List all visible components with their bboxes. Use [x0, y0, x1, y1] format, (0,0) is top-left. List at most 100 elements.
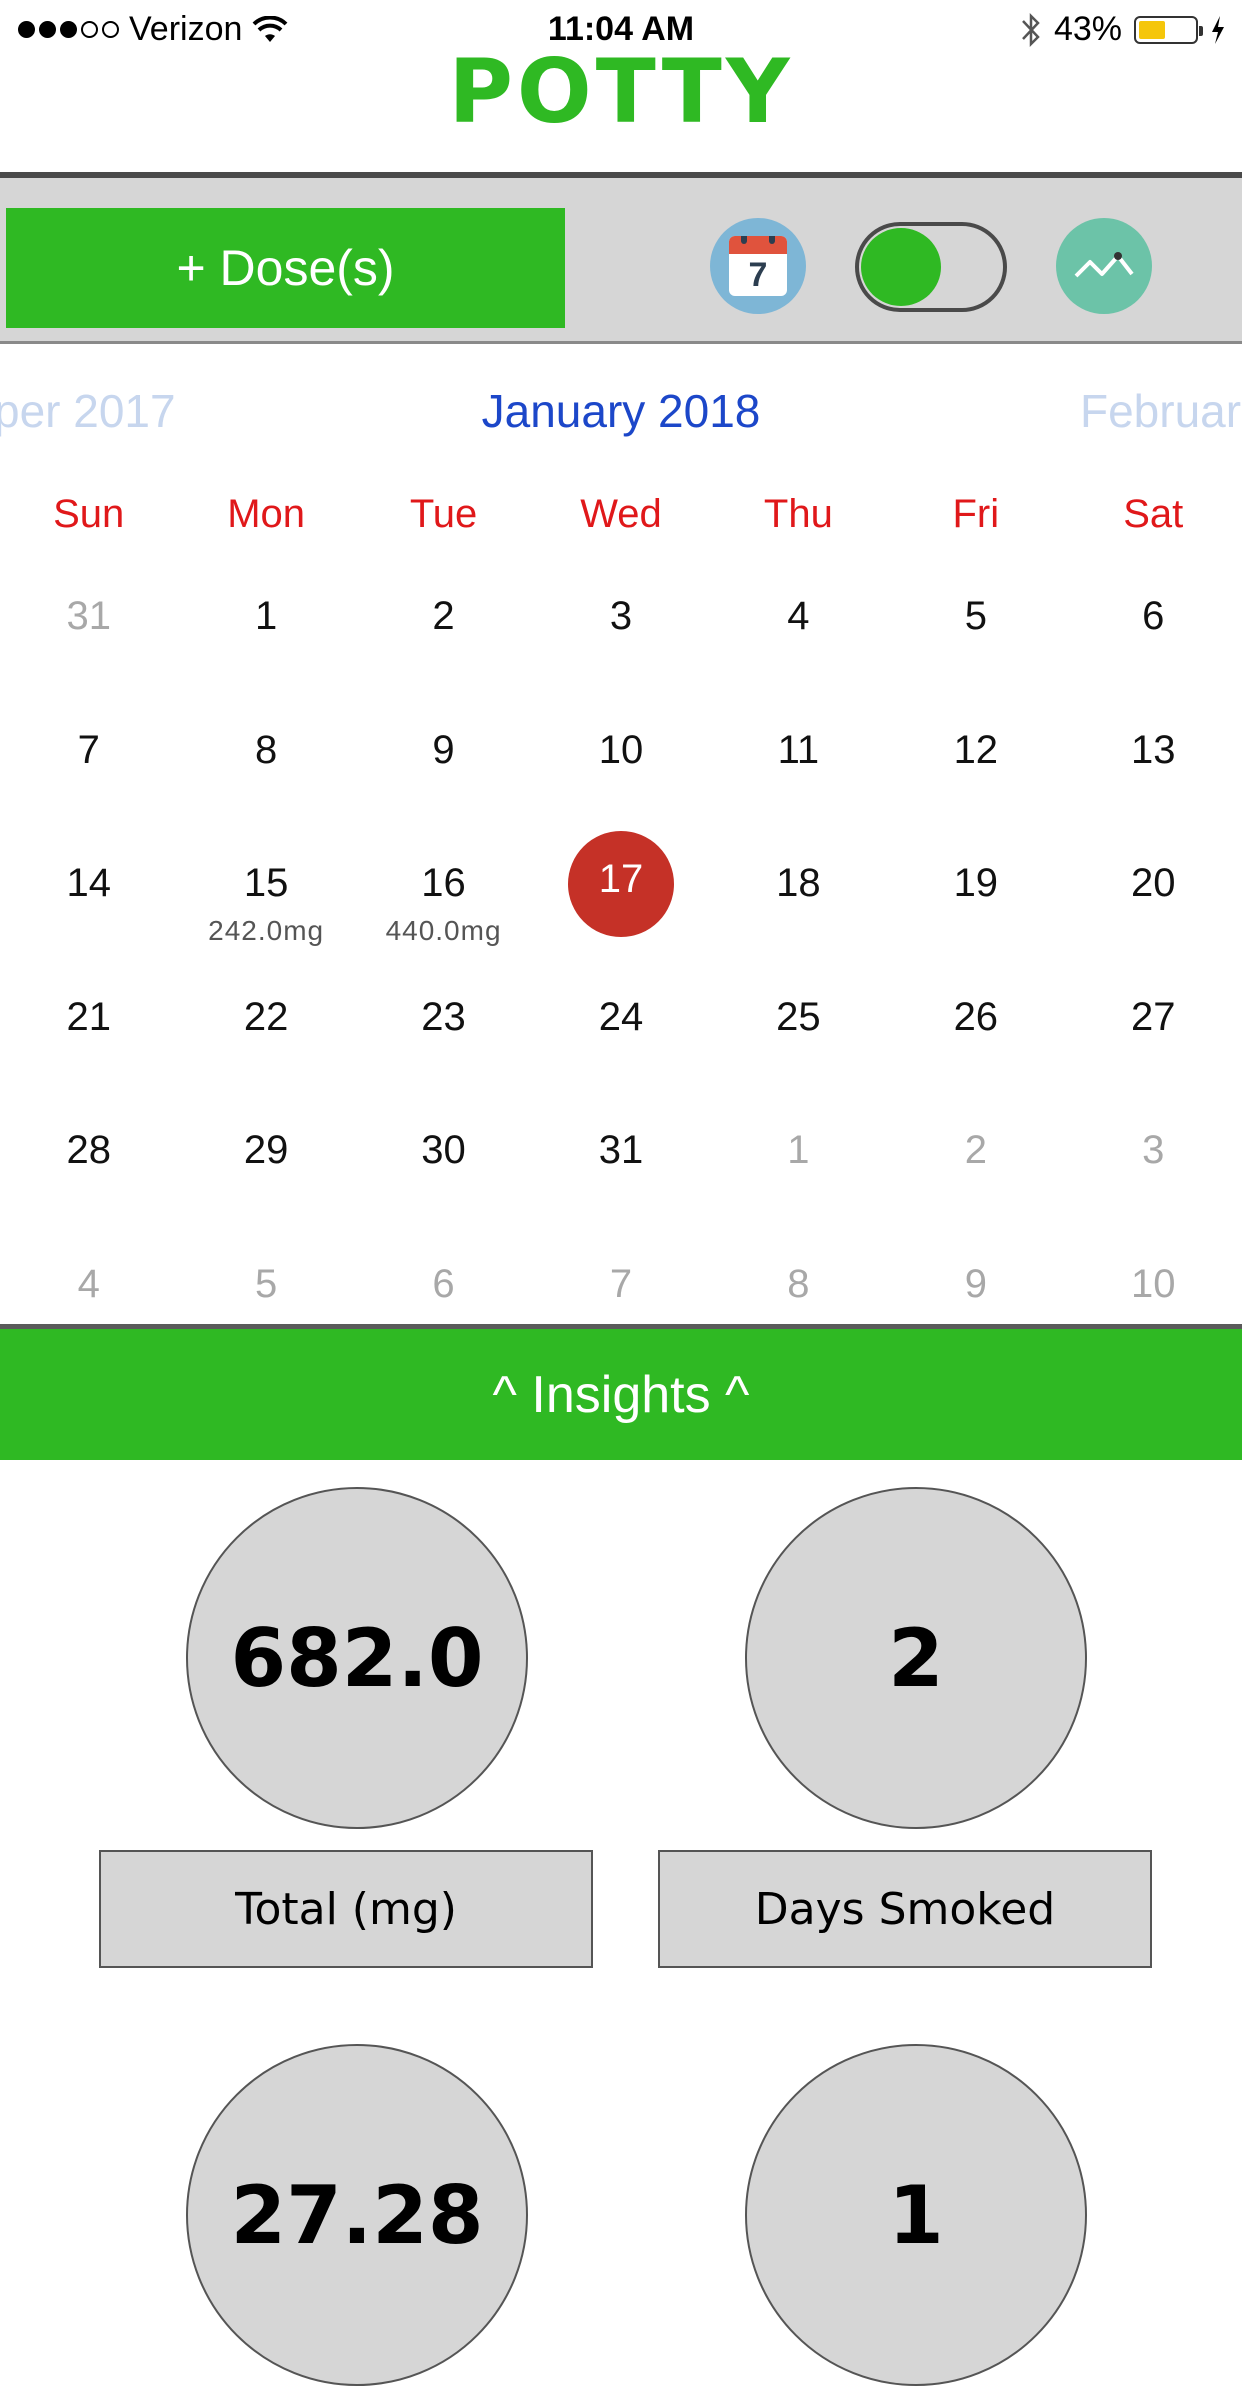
total-mg-label: Total (mg)	[99, 1850, 593, 1968]
day-number: 1	[255, 594, 278, 638]
calendar-day[interactable]: 31	[532, 1102, 709, 1236]
calendar-day[interactable]: 8	[710, 1236, 887, 1370]
calendar-icon-day: 7	[748, 256, 768, 294]
day-number: 10	[1130, 1261, 1176, 1306]
calendar-day[interactable]: 21	[0, 969, 177, 1103]
calendar-day[interactable]: 12	[887, 702, 1064, 836]
trend-chart-icon[interactable]	[1056, 218, 1152, 314]
day-number: 31	[598, 1128, 644, 1173]
day-number: 3	[1142, 1128, 1165, 1173]
day-number: 9	[432, 727, 455, 772]
day-number: 23	[421, 994, 466, 1039]
streak-value: 1	[745, 2044, 1087, 2386]
calendar-day[interactable]: 3	[1065, 1102, 1242, 1236]
day-number: 8	[255, 727, 278, 772]
day-number: 4	[787, 594, 810, 638]
day-number: 1	[787, 1128, 810, 1173]
calendar-day[interactable]: 25	[710, 969, 887, 1103]
day-number: 21	[66, 994, 111, 1039]
day-number: 15	[243, 861, 289, 906]
calendar-day[interactable]: 3	[532, 568, 709, 702]
calendar-day[interactable]: 6	[1065, 568, 1242, 702]
day-number: 20	[1130, 861, 1176, 906]
calendar-icon[interactable]: 7	[710, 218, 806, 314]
prev-month-label[interactable]: per 2017	[0, 385, 176, 437]
calendar-day[interactable]: 14	[0, 835, 177, 969]
weekday-label: Sun	[53, 492, 125, 536]
calendar-day[interactable]: 16 440.0mg	[355, 835, 532, 969]
calendar-day[interactable]: 22	[177, 969, 354, 1103]
calendar-day-today[interactable]: 17	[532, 831, 709, 969]
day-number: 17	[598, 857, 644, 902]
days-smoked-value: 2	[745, 1487, 1087, 1829]
calendar-day[interactable]: 15 242.0mg	[177, 835, 354, 969]
day-dose-amount: 242.0mg	[208, 915, 325, 947]
calendar-day[interactable]: 11	[710, 702, 887, 836]
calendar-day[interactable]: 7	[532, 1236, 709, 1370]
total-mg-value: 682.0	[186, 1487, 528, 1829]
calendar-day[interactable]: 10	[532, 702, 709, 836]
calendar-day[interactable]: 31	[0, 568, 177, 702]
calendar-day[interactable]: 9	[887, 1236, 1064, 1370]
day-number: 8	[787, 1261, 810, 1306]
day-number: 29	[243, 1128, 289, 1173]
day-number: 26	[953, 994, 999, 1039]
day-number: 3	[609, 594, 633, 638]
average-value: 27.28	[186, 2044, 528, 2386]
status-left: Verizon	[18, 10, 288, 49]
charging-bolt-icon	[1212, 15, 1224, 44]
calendar-day[interactable]: 27	[1065, 969, 1242, 1103]
calendar-week-row: 31 1 2 3 4 5 6	[0, 568, 1242, 702]
days-smoked-label: Days Smoked	[658, 1850, 1152, 1968]
calendar-day[interactable]: 1	[177, 568, 354, 702]
calendar-day[interactable]: 26	[887, 969, 1064, 1103]
calendar-week-row: 28 29 30 31 1 2 3	[0, 1102, 1242, 1236]
day-number: 16	[421, 861, 466, 906]
calendar-day[interactable]: 8	[177, 702, 354, 836]
calendar-day[interactable]: 13	[1065, 702, 1242, 836]
battery-percent: 43%	[1053, 10, 1122, 48]
calendar-day[interactable]: 20	[1065, 835, 1242, 969]
day-number: 31	[66, 594, 111, 638]
day-number: 4	[77, 1261, 100, 1306]
calendar-week-row: 7 8 9 10 11 12 13	[0, 702, 1242, 836]
calendar-day[interactable]: 9	[355, 702, 532, 836]
calendar-day[interactable]: 4	[0, 1236, 177, 1370]
calendar-grid: 31 1 2 3 4 5 6 7 8 9 10 11 12 13 14 15 242.0mg 16 440.0mg 1…	[0, 568, 1242, 1370]
calendar-week-row: 4 5 6 7 8 9 10	[0, 1236, 1242, 1370]
day-number: 25	[776, 994, 821, 1039]
next-month-label[interactable]: Februar	[1080, 385, 1242, 437]
calendar-day[interactable]: 23	[355, 969, 532, 1103]
day-number: 12	[953, 727, 999, 772]
day-number: 13	[1130, 727, 1176, 772]
toggle-switch[interactable]	[855, 222, 1007, 312]
calendar-day[interactable]: 5	[177, 1236, 354, 1370]
battery-icon	[1134, 15, 1203, 44]
day-number: 6	[432, 1261, 455, 1306]
day-number: 6	[1142, 594, 1165, 638]
status-bar: Verizon 11:04 AM 43%	[0, 0, 1242, 60]
weekday-label: Fri	[952, 492, 1000, 536]
calendar-day[interactable]: 4	[710, 568, 887, 702]
calendar-day[interactable]: 28	[0, 1102, 177, 1236]
calendar-day[interactable]: 10	[1065, 1236, 1242, 1370]
calendar-day[interactable]: 18	[710, 835, 887, 969]
calendar-day[interactable]: 5	[887, 568, 1064, 702]
calendar-week-row: 14 15 242.0mg 16 440.0mg 17 18 19 20	[0, 831, 1242, 969]
insights-toggle[interactable]: ^ Insights ^	[0, 1329, 1242, 1460]
bluetooth-icon	[1022, 12, 1040, 47]
calendar-day[interactable]: 2	[887, 1102, 1064, 1236]
status-right: 43%	[1020, 10, 1226, 49]
weekday-label: Sat	[1123, 492, 1184, 536]
calendar-day[interactable]: 29	[177, 1102, 354, 1236]
calendar-day[interactable]: 24	[532, 969, 709, 1103]
month-header: per 2017 January 2018 Februar	[0, 384, 1242, 448]
calendar-day[interactable]: 6	[355, 1236, 532, 1370]
calendar-day[interactable]: 19	[887, 835, 1064, 969]
calendar-day[interactable]: 7	[0, 702, 177, 836]
calendar-day[interactable]: 30	[355, 1102, 532, 1236]
calendar-day[interactable]: 2	[355, 568, 532, 702]
add-dose-button[interactable]: + Dose(s)	[6, 208, 565, 328]
day-number: 7	[609, 1261, 633, 1306]
calendar-day[interactable]: 1	[710, 1102, 887, 1236]
